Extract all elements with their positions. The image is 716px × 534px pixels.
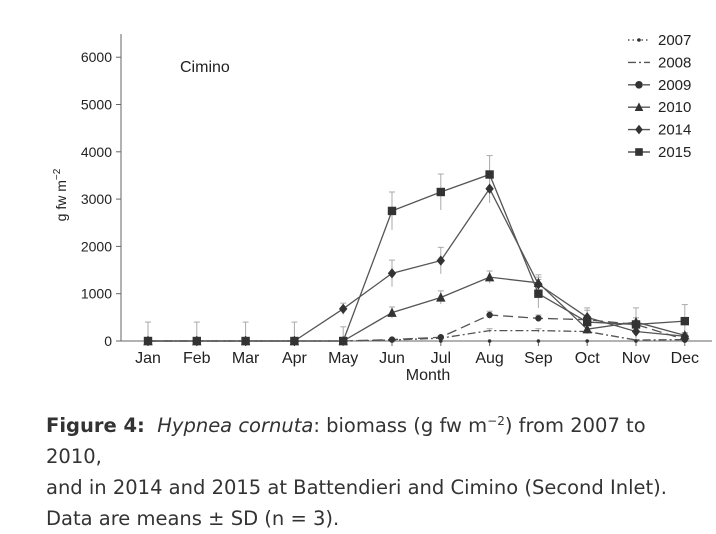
caption-species-name: Hypnea cornuta: [157, 414, 314, 437]
point-2010-aug: [484, 271, 495, 282]
y-tick-label-2000: 2000: [81, 238, 112, 254]
caption-line-1-text: : biomass (g fw m: [313, 414, 488, 437]
x-axis-title: Month: [406, 367, 450, 384]
point-2010-oct: [582, 323, 592, 334]
y-tick-label-5000: 5000: [81, 97, 112, 113]
biomass-line-chart: 0 1000 2000 3000 4000 5000 6000 Jan Feb Mar Apr May…: [52, 32, 712, 384]
point-2014-aug: [485, 183, 494, 194]
point-2010-jul: [436, 292, 446, 302]
legend-marker-2015: [635, 148, 643, 156]
y-axis-title-text: g fw m: [53, 180, 69, 221]
point-2009-jun: [388, 336, 396, 343]
figure: 0 1000 2000 3000 4000 5000 6000 Jan Feb Mar Apr May…: [46, 32, 712, 530]
point-2015-nov: [631, 320, 641, 329]
point-2014-sep: [534, 279, 543, 290]
legend-label-2008: 2008: [658, 54, 691, 71]
point-2015-may: [339, 336, 348, 346]
point-2014-jun: [387, 268, 397, 279]
legend-marker-2014: [635, 124, 643, 135]
x-tick-label-jul: Jul: [431, 350, 451, 367]
point-2009-aug: [486, 311, 493, 319]
y-tick-label-3000: 3000: [81, 191, 112, 207]
y-tick-label-1000: 1000: [81, 286, 112, 302]
caption-line-1-end: ) from 2007 to 2010,: [46, 414, 646, 468]
series-line-2015: [148, 173, 685, 342]
legend-label-2007: 2007: [658, 32, 691, 49]
point-2014-dec: [680, 331, 689, 342]
point-2015-jun: [387, 206, 397, 216]
point-2015-feb: [192, 336, 201, 346]
legend-label-2015: 2015: [658, 144, 691, 161]
x-tick-label-feb: Feb: [183, 350, 211, 367]
point-2007-nov: [634, 339, 638, 343]
caption-line-1-superscript: −2: [487, 414, 505, 428]
x-tick-label-oct: Oct: [575, 350, 600, 367]
point-2015-mar: [241, 336, 250, 346]
y-tick-label-6000: 6000: [81, 49, 112, 65]
point-2007-oct: [585, 339, 589, 343]
series-line-2009: [148, 314, 685, 342]
x-tick-label-jun: Jun: [379, 350, 405, 367]
figure-caption: Figure 4: Hypnea cornuta: biomass (g fw …: [46, 410, 706, 534]
point-2015-jan: [143, 336, 153, 346]
legend-marker-2010: [634, 102, 644, 111]
point-2014-oct: [583, 312, 592, 323]
point-2007-aug: [487, 339, 492, 343]
point-2014-may: [339, 303, 348, 315]
x-tick-label-aug: Aug: [475, 350, 503, 367]
caption-line-1: Figure 4: Hypnea cornuta: biomass (g fw …: [46, 410, 706, 472]
x-tick-label-mar: Mar: [232, 350, 260, 367]
caption-line-3: Data are means ± SD (n = 3).: [46, 507, 340, 530]
legend-marker-2009: [635, 81, 643, 89]
x-tick-label-jan: Jan: [135, 350, 161, 367]
y-tick-label-0: 0: [104, 333, 112, 349]
legend-label-2010: 2010: [658, 99, 691, 116]
point-2014-nov: [631, 326, 641, 337]
x-tick-label-nov: Nov: [622, 350, 650, 367]
point-2015-dec: [680, 316, 689, 326]
point-2009-sep: [535, 315, 542, 322]
legend-label-2014: 2014: [658, 122, 691, 139]
series-line-2010: [148, 276, 685, 342]
series-line-2008: [148, 329, 685, 342]
point-2007-sep: [536, 339, 541, 343]
point-2015-oct: [583, 317, 592, 327]
point-2015-apr: [290, 336, 299, 346]
x-tick-label-dec: Dec: [671, 350, 699, 367]
legend-label-2009: 2009: [658, 77, 691, 94]
y-tick-label-4000: 4000: [81, 144, 112, 160]
x-tick-label-apr: Apr: [282, 350, 308, 367]
caption-figure-label: Figure 4:: [46, 414, 145, 437]
point-2009-jul: [437, 334, 444, 341]
y-axis-title-superscript: −2: [52, 168, 63, 180]
x-tick-label-sep: Sep: [524, 350, 553, 367]
caption-line-2: and in 2014 and 2015 at Battendieri and …: [46, 476, 667, 499]
series-line-2014: [148, 187, 685, 342]
y-axis-title: g fw m−2: [52, 168, 69, 221]
point-2015-aug: [485, 170, 494, 179]
x-tick-label-may: May: [328, 350, 358, 367]
point-2015-sep: [534, 289, 543, 298]
point-2015-jul: [436, 187, 445, 197]
legend-marker-2007: [637, 38, 641, 42]
panel-label: Cimino: [180, 59, 230, 76]
point-2014-jul: [436, 255, 445, 266]
point-2010-jun: [387, 307, 397, 317]
